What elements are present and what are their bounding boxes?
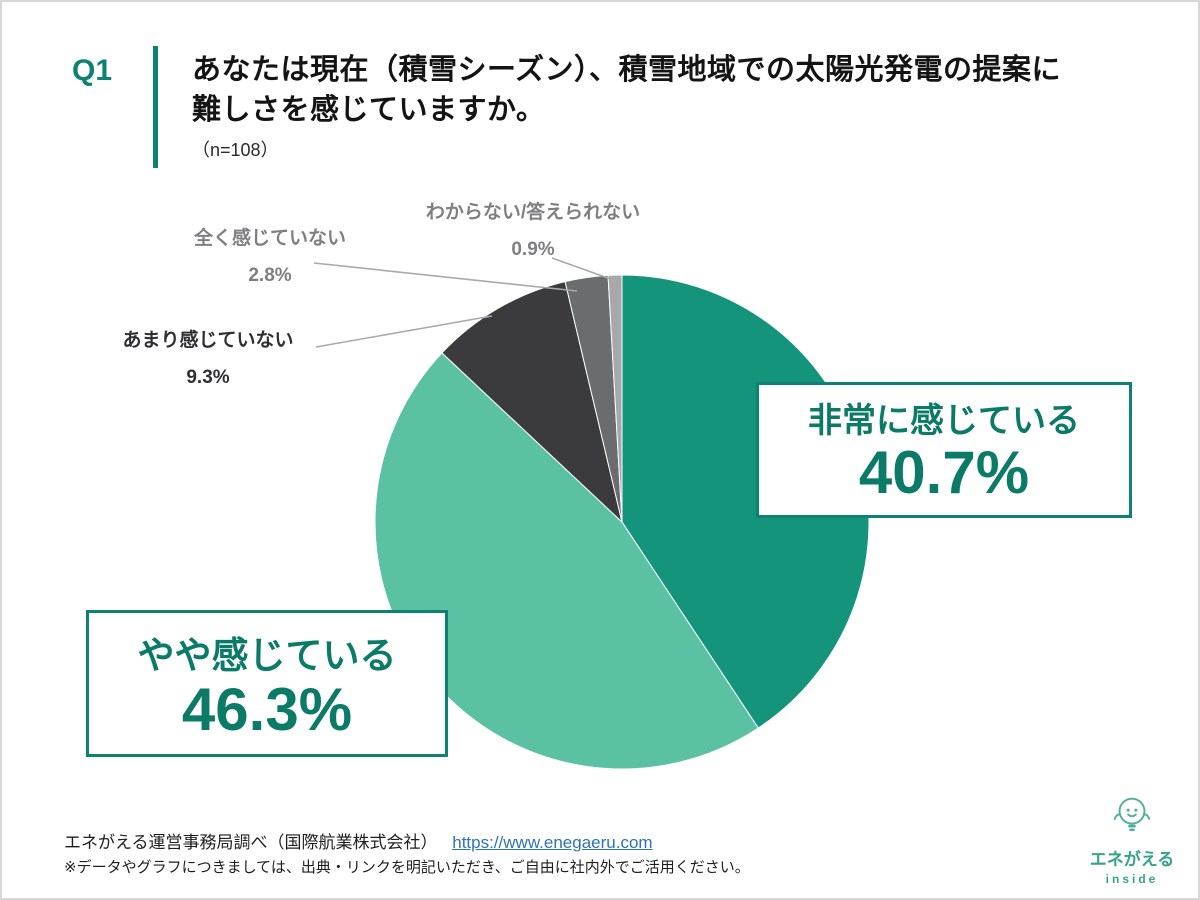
label-zenku-value: 2.8% (248, 264, 292, 286)
callout-right-value: 40.7% (858, 439, 1030, 506)
title-accent-bar (153, 46, 158, 168)
label-wakaranai-value: 0.9% (511, 238, 555, 260)
label-zenku-kanjiteinai: 全く感じていない 2.8% (140, 228, 400, 287)
label-amari-text: あまり感じていない (122, 330, 294, 351)
usage-note: ※データやグラフにつきましては、出典・リンクを明記いただき、ご自由に社内外でご活… (64, 859, 750, 876)
pie-slices (374, 274, 870, 770)
question-title-line2: 難しさを感じていますか。 (192, 94, 546, 126)
callout-right-label: 非常に感じている (808, 402, 1080, 440)
logo-sub: inside (1105, 872, 1159, 886)
question-title-block: あなたは現在（積雪シーズン）、積雪地域での太陽光発電の提案に 難しさを感じていま… (192, 50, 1152, 162)
label-zenku-text: 全く感じていない (193, 228, 346, 249)
label-amari-value: 9.3% (186, 366, 230, 388)
callout-yaya-kanjiteiru: やや感じている 46.3% (86, 610, 448, 758)
enegaeru-logo: エネがえる inside (1076, 792, 1188, 886)
question-number: Q1 (72, 54, 113, 87)
callout-hijou-ni-kanjiteiru: 非常に感じている 40.7% (756, 382, 1132, 519)
leader-line-amari (315, 315, 493, 348)
question-title-line1: あなたは現在（積雪シーズン）、積雪地域での太陽光発電の提案に (192, 54, 1062, 86)
label-wakaranai: わからない/答えられない 0.9% (398, 202, 668, 261)
pie-slice-4 (607, 274, 623, 523)
callout-left-label: やや感じている (137, 635, 397, 676)
label-wakaranai-text: わからない/答えられない (425, 202, 641, 223)
label-amari-kanjiteinai: あまり感じていない 9.3% (98, 330, 318, 389)
logo-name: エネがえる (1089, 850, 1175, 869)
source-link[interactable]: https://www.enegaeru.com (452, 833, 653, 852)
leader-line-wakaranai (551, 257, 620, 283)
sample-size: （n=108） (192, 140, 279, 160)
pie-slice-2 (441, 281, 623, 524)
leader-line-zenku (313, 262, 578, 292)
source-text: エネがえる運営事務局調べ（国際航業株式会社） (64, 833, 438, 852)
lightbulb-mascot-icon (1113, 797, 1151, 832)
source-line: エネがえる運営事務局調べ（国際航業株式会社） https://www.enega… (64, 828, 653, 853)
callout-left-value: 46.3% (181, 676, 353, 743)
